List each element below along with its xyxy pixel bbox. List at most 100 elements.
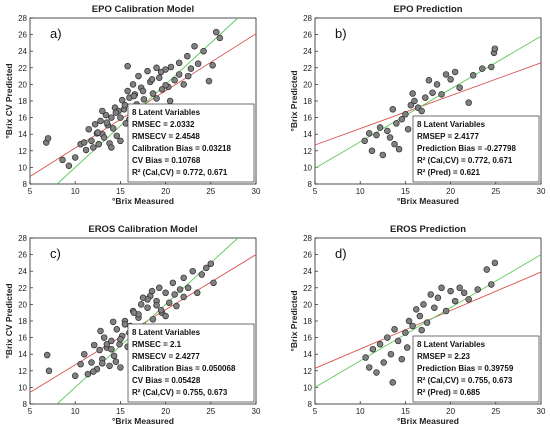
data-point xyxy=(94,129,102,136)
data-point xyxy=(469,72,477,79)
x-axis-label: °Brix Measured xyxy=(397,416,459,426)
x-tick-label: 25 xyxy=(491,187,500,196)
data-point xyxy=(184,284,192,292)
data-point xyxy=(99,360,106,367)
stats-line: Calibration Bias = 0.03218 xyxy=(132,144,231,153)
stats-line: 8 Latent Variables xyxy=(132,328,201,337)
stats-box xyxy=(127,103,255,183)
chart-title: EPO Calibration Model xyxy=(92,4,194,15)
data-point xyxy=(389,106,396,113)
data-point xyxy=(361,137,368,145)
data-point xyxy=(148,76,156,83)
y-tick-label: 22 xyxy=(18,284,27,293)
data-point xyxy=(129,81,137,88)
data-point xyxy=(373,131,380,139)
x-tick-label: 25 xyxy=(491,407,500,416)
data-point xyxy=(139,294,147,302)
data-point xyxy=(171,76,178,84)
data-point xyxy=(384,334,391,341)
data-point xyxy=(71,154,79,161)
data-point xyxy=(387,350,395,358)
x-tick-label: 5 xyxy=(313,407,318,416)
data-point xyxy=(398,355,406,363)
data-point xyxy=(82,146,90,154)
fit-line xyxy=(314,62,542,146)
data-point xyxy=(88,137,95,145)
data-point xyxy=(149,316,157,323)
stats-line: R² (Cal,CV) = 0.772, 0.671 xyxy=(417,156,513,165)
x-axis-label: °Brix Measured xyxy=(397,196,459,206)
data-point xyxy=(176,286,184,293)
y-axis-label: °Brix CV Predicted xyxy=(4,283,14,358)
y-tick-label: 28 xyxy=(303,234,312,243)
x-tick-label: 15 xyxy=(401,407,410,416)
stats-line: R² (Cal,CV) = 0.755, 0.673 xyxy=(132,388,228,397)
stats-line: CV Bias = 0.05428 xyxy=(132,376,201,385)
data-point xyxy=(425,76,433,84)
x-tick-label: 5 xyxy=(313,187,318,196)
data-point xyxy=(166,97,174,105)
data-point xyxy=(112,358,120,365)
data-point xyxy=(117,137,124,145)
data-point xyxy=(137,301,145,308)
data-point xyxy=(103,340,111,348)
y-tick-label: 28 xyxy=(18,234,27,243)
data-point xyxy=(438,91,445,98)
data-point xyxy=(456,284,463,292)
x-tick-label: 10 xyxy=(71,187,80,196)
stats-line: 8 Latent Variables xyxy=(417,340,486,349)
data-point xyxy=(165,299,173,306)
data-point xyxy=(99,107,106,115)
data-point xyxy=(488,63,495,71)
data-point xyxy=(156,74,163,82)
data-point xyxy=(85,125,93,133)
data-point xyxy=(389,379,396,386)
data-point xyxy=(191,42,198,50)
data-point xyxy=(90,341,98,349)
data-point xyxy=(180,274,187,282)
stats-line: R² (Pred) = 0.685 xyxy=(417,388,480,397)
data-point xyxy=(124,62,131,70)
data-point xyxy=(198,271,206,278)
x-tick-label: 25 xyxy=(206,187,215,196)
data-point xyxy=(416,312,424,320)
y-tick-label: 14 xyxy=(303,130,312,139)
data-point xyxy=(162,312,169,320)
data-point xyxy=(391,326,398,333)
data-point xyxy=(488,281,495,288)
data-point xyxy=(465,99,472,106)
x-tick-label: 30 xyxy=(252,407,261,416)
y-tick-label: 8 xyxy=(23,180,28,189)
y-tick-label: 12 xyxy=(303,367,312,376)
data-point xyxy=(44,135,52,142)
y-tick-label: 24 xyxy=(303,267,312,276)
data-point xyxy=(158,86,166,93)
data-point xyxy=(407,101,415,109)
data-point xyxy=(144,304,151,311)
y-tick-label: 10 xyxy=(18,163,27,172)
panel-letter: a) xyxy=(50,26,62,41)
x-tick-label: 30 xyxy=(252,187,261,196)
x-tick-label: 20 xyxy=(446,407,455,416)
data-point xyxy=(460,289,468,297)
data-point xyxy=(418,326,425,334)
data-point xyxy=(153,301,160,309)
y-tick-label: 14 xyxy=(303,350,312,359)
data-point xyxy=(194,60,202,67)
y-tick-label: 12 xyxy=(303,147,312,156)
y-tick-label: 24 xyxy=(18,47,27,56)
x-tick-label: 30 xyxy=(537,407,546,416)
data-point xyxy=(433,81,441,88)
x-tick-label: 5 xyxy=(28,187,33,196)
data-point xyxy=(175,71,183,78)
data-point xyxy=(442,71,450,78)
y-tick-label: 16 xyxy=(303,334,312,343)
y-tick-label: 8 xyxy=(23,400,28,409)
stats-box xyxy=(127,323,255,403)
x-axis-label: °Brix Measured xyxy=(112,196,174,206)
data-point xyxy=(65,162,73,169)
data-point xyxy=(212,28,220,36)
data-point xyxy=(95,140,102,148)
data-point xyxy=(368,147,376,155)
